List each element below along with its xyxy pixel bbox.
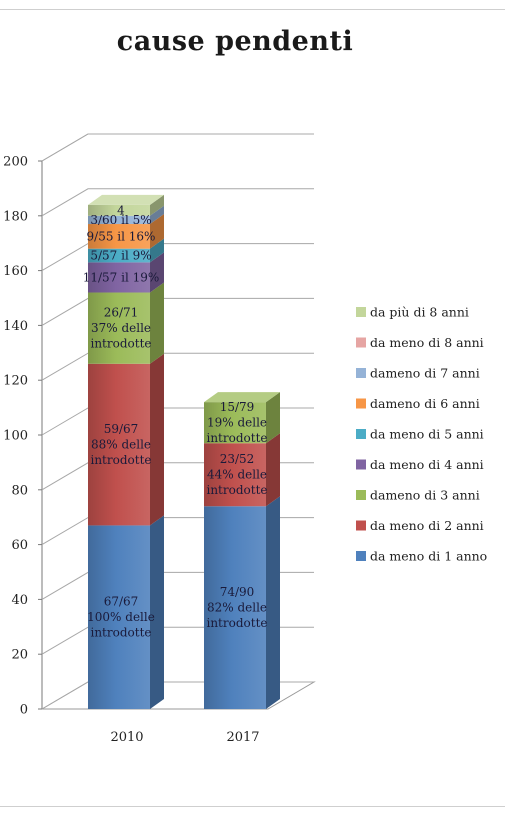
data-label: introdotte: [90, 626, 151, 640]
bar-segment-front: [88, 204, 150, 216]
bar-segment-front: [88, 363, 150, 526]
bar-top: [88, 194, 164, 205]
bar-segment-side: [150, 194, 164, 216]
legend-label: dameno di 6 anni: [370, 396, 480, 411]
data-label: 88% delle: [91, 438, 151, 452]
y-tick-label: 100: [3, 429, 28, 444]
bar-segment-side: [266, 496, 280, 709]
data-label: 82% delle: [207, 601, 267, 615]
legend-swatch: [356, 520, 366, 531]
legend-swatch: [356, 307, 366, 317]
bar-segment-side: [150, 353, 164, 526]
legend-swatch: [356, 429, 366, 439]
gridline: [41, 133, 314, 162]
y-tick-label: 120: [3, 374, 28, 389]
data-label: 74/90: [220, 585, 255, 599]
legend-swatch: [356, 459, 366, 470]
data-label: 19% delle: [207, 416, 267, 430]
data-label: 23/52: [220, 452, 255, 466]
bar-segment-front: [204, 443, 266, 507]
bar-segment-side: [266, 392, 280, 444]
bar-segment-side: [150, 252, 164, 293]
legend-label: da meno di 5 anni: [370, 427, 484, 442]
bar-segment-front: [204, 402, 266, 444]
data-label: 5/57 il 9%: [90, 249, 151, 263]
legend-label: da meno di 2 anni: [370, 518, 484, 533]
frame-top-border: [0, 9, 505, 10]
legend-label: dameno di 3 anni: [370, 488, 480, 503]
bar-segment-side: [150, 238, 164, 263]
data-label: introdotte: [90, 453, 151, 467]
bar-segment-side: [150, 205, 164, 225]
y-tick-label: 200: [3, 155, 28, 170]
legend-label: da più di 8 anni: [370, 305, 469, 320]
gridline: [41, 188, 314, 217]
data-label: 59/67: [104, 422, 139, 436]
y-tick-label: 160: [3, 264, 28, 279]
bar-segment-front: [88, 262, 150, 293]
legend-label: da meno di 1 anno: [370, 549, 487, 564]
data-label: 15/79: [220, 400, 255, 414]
bar-segment-front: [88, 292, 150, 364]
bar-segment-side: [150, 214, 164, 249]
y-tick-label: 80: [11, 483, 28, 498]
legend-swatch: [356, 337, 366, 348]
x-category-label: 2010: [110, 730, 143, 745]
data-label: 4: [117, 203, 125, 217]
data-label: 9/55 il 16%: [87, 229, 156, 243]
bar-top: [204, 392, 280, 403]
bar-segment-side: [150, 282, 164, 364]
data-label: introdotte: [206, 616, 267, 630]
legend-label: dameno di 7 anni: [370, 366, 480, 381]
y-axis-ticks: 0 20 40 60 80 100 120 140 160 180 200: [3, 155, 28, 718]
frame-bottom-border: [0, 806, 505, 807]
bars: [88, 194, 280, 709]
data-label: introdotte: [90, 337, 151, 351]
data-label: 26/71: [104, 306, 139, 320]
data-label: introdotte: [206, 483, 267, 497]
data-label: 3/60 il 5%: [90, 213, 151, 227]
bar-segment-front: [88, 525, 150, 709]
bar-segment-side: [150, 515, 164, 709]
data-label: 67/67: [104, 595, 139, 609]
chart-title: cause pendenti: [116, 26, 354, 57]
data-label: 11/57 il 19%: [83, 270, 160, 284]
legend-swatch: [356, 398, 366, 409]
bar-segment-front: [88, 215, 150, 225]
legend-swatch: [356, 551, 366, 561]
legend-label: da meno di 8 anni: [370, 335, 484, 350]
data-label: introdotte: [206, 431, 267, 445]
data-label: 44% delle: [207, 468, 267, 482]
legend-label: da meno di 4 anni: [370, 457, 484, 472]
data-label: 37% delle: [91, 321, 151, 335]
gridline: [41, 297, 314, 326]
legend: da più di 8 anni da meno di 8 anni dameno …: [356, 305, 487, 564]
y-tick-label: 60: [11, 538, 28, 553]
bar-segment-front: [204, 506, 266, 709]
y-tick-label: 140: [3, 319, 28, 334]
y-tick-label: 0: [20, 703, 28, 718]
gridline: [41, 352, 314, 381]
y-tick-label: 20: [11, 648, 28, 663]
y-tick-label: 180: [3, 209, 28, 224]
legend-swatch: [356, 490, 366, 500]
legend-swatch: [356, 368, 366, 378]
category-labels: 2010 2017: [110, 730, 259, 745]
gridline: [41, 243, 314, 272]
bar-segment-side: [266, 433, 280, 507]
x-category-label: 2017: [226, 730, 259, 745]
data-label: 100% delle: [87, 610, 155, 624]
bar-segment-front: [88, 248, 150, 263]
y-tick-label: 40: [11, 593, 28, 608]
bar-segment-front: [88, 224, 150, 249]
